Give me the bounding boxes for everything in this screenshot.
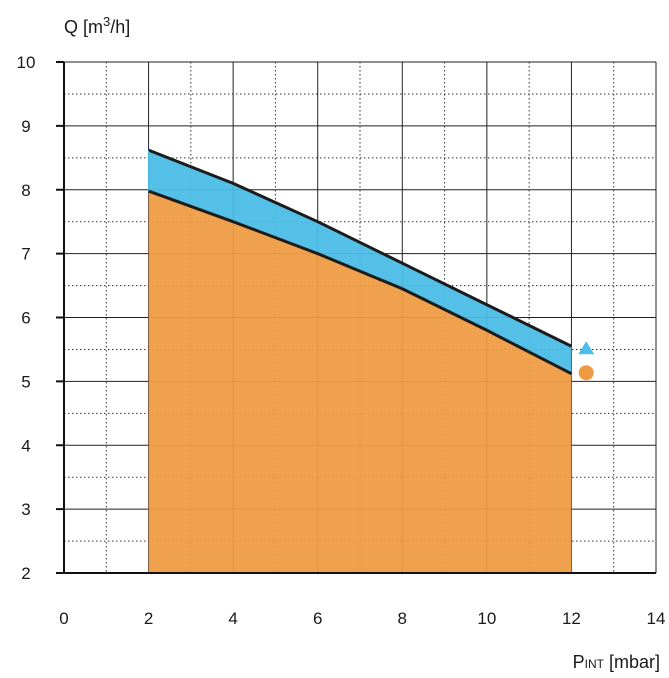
- y-tick-label: 6: [21, 309, 30, 328]
- y-tick-label: 3: [21, 500, 30, 519]
- legend-markers: [578, 341, 595, 381]
- y-axis-title-sup: 3: [103, 14, 110, 29]
- area-band-series: [148, 150, 572, 374]
- y-tick-label: 4: [21, 436, 30, 455]
- x-tick-label: 4: [228, 609, 237, 628]
- axes: [56, 61, 656, 574]
- y-tick-label: 10: [17, 53, 36, 72]
- x-tick-label: 14: [647, 609, 666, 628]
- x-axis-title-sub: INT: [585, 657, 605, 671]
- x-axis-title-rest: [mbar]: [604, 652, 660, 672]
- series-line-upper: [148, 148, 573, 348]
- x-tick-label: 6: [313, 609, 322, 628]
- series-lines: [148, 148, 573, 376]
- area-lower-series: [148, 191, 572, 573]
- x-tick-label: 0: [59, 609, 68, 628]
- y-tick-label: 7: [21, 245, 30, 264]
- series-line-lower: [148, 189, 573, 376]
- triangle-marker: [578, 341, 595, 355]
- y-tick-label: 9: [21, 117, 30, 136]
- y-axis-title: Q [m3/h]: [64, 14, 130, 37]
- circle-marker: [578, 365, 594, 381]
- x-axis-title: PINT [mbar]: [573, 652, 660, 672]
- x-tick-label: 12: [562, 609, 581, 628]
- tick-labels: 0 2 4 6 8 10 12 14 2 3 4 5 6 7 8 9 10: [17, 53, 666, 628]
- x-tick-label: 2: [144, 609, 153, 628]
- x-tick-label: 8: [398, 609, 407, 628]
- y-tick-label: 2: [21, 564, 30, 583]
- x-axis-title-main: P: [573, 652, 585, 672]
- plot-areas: [148, 150, 572, 573]
- y-tick-label: 5: [21, 372, 30, 391]
- y-axis-title-main: Q [m: [64, 17, 103, 37]
- y-tick-label: 8: [21, 181, 30, 200]
- y-axis-title-rest: /h]: [110, 17, 130, 37]
- x-tick-label: 10: [477, 609, 496, 628]
